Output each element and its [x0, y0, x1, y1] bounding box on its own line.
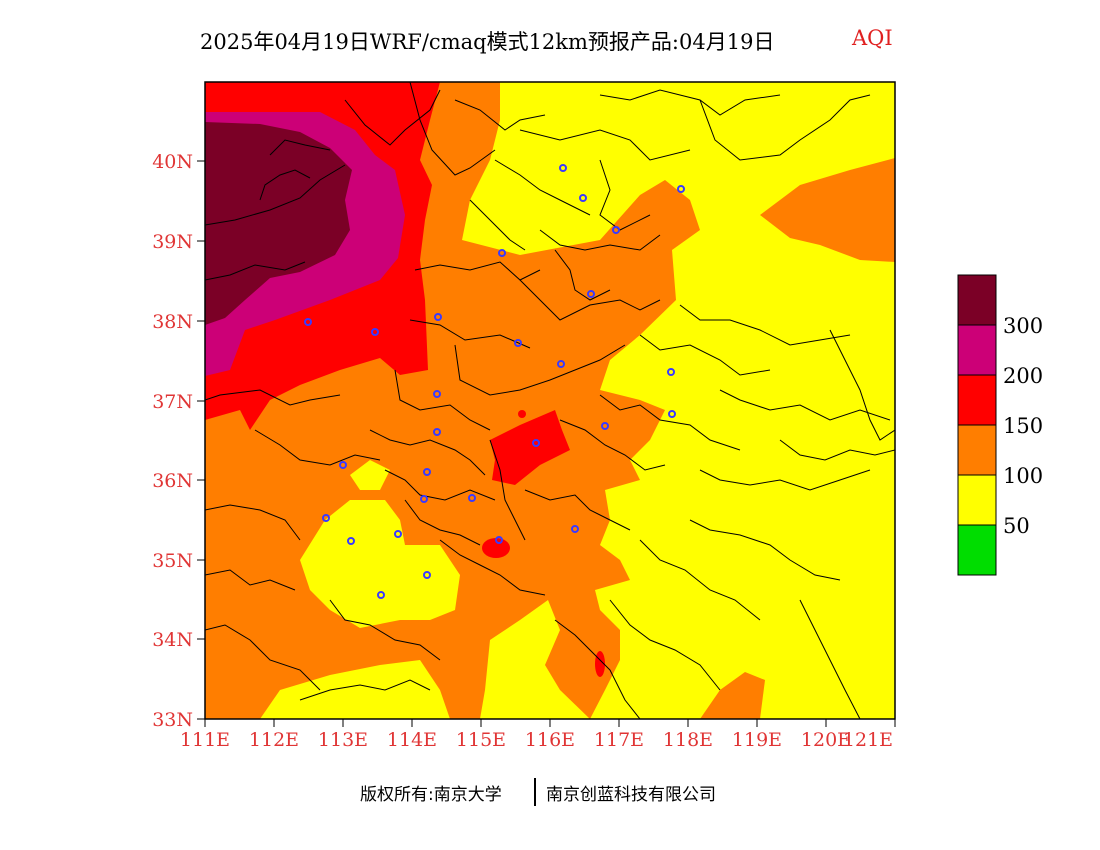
- station-marker: [587, 290, 595, 298]
- station-marker: [434, 313, 442, 321]
- station-marker: [677, 185, 685, 193]
- station-marker: [495, 536, 503, 544]
- aqi-region-300-plus: [205, 122, 352, 325]
- company-text: 南京创蓝科技有限公司: [546, 785, 716, 805]
- legend-label: 50: [1003, 514, 1030, 538]
- axis-ticks: [197, 160, 896, 727]
- y-tick-label: 35N: [152, 550, 193, 572]
- legend-swatch-300-plus: [957, 274, 997, 326]
- aqi-region-150-200: [482, 538, 510, 558]
- x-tick-label: 112E: [249, 729, 299, 751]
- station-marker: [571, 525, 579, 533]
- station-marker: [322, 514, 330, 522]
- legend-label: 100: [1003, 464, 1043, 488]
- station-marker: [339, 461, 347, 469]
- legend-swatch-200-300: [957, 324, 997, 376]
- y-tick-label: 34N: [152, 629, 193, 651]
- aqi-region-50-100: [300, 500, 460, 628]
- y-tick-label: 36N: [152, 470, 193, 492]
- legend-label: 300: [1003, 314, 1043, 338]
- station-marker: [433, 428, 441, 436]
- legend-label: 200: [1003, 364, 1043, 388]
- copyright-text: 版权所有:南京大学: [360, 785, 502, 805]
- x-tick-label: 116E: [525, 729, 575, 751]
- y-axis-labels: 40N 39N 38N 37N 36N 35N 34N 33N: [152, 151, 193, 731]
- station-marker: [377, 591, 385, 599]
- x-axis-labels: 111E 112E 113E 114E 115E 116E 117E 118E …: [180, 729, 893, 751]
- aqi-region-50-100: [260, 660, 450, 719]
- station-marker: [371, 328, 379, 336]
- y-tick-label: 33N: [152, 709, 193, 731]
- legend-swatch-150-200: [957, 374, 997, 426]
- y-tick-label: 37N: [152, 391, 193, 413]
- x-tick-label: 115E: [456, 729, 506, 751]
- station-marker: [514, 339, 522, 347]
- station-marker: [304, 318, 312, 326]
- station-marker: [420, 495, 428, 503]
- station-marker: [498, 249, 506, 257]
- station-marker: [347, 537, 355, 545]
- station-marker: [468, 494, 476, 502]
- aqi-region-100-150: [760, 158, 895, 262]
- x-tick-label: 120E: [801, 729, 851, 751]
- y-tick-label: 40N: [152, 151, 193, 173]
- station-marker: [532, 439, 540, 447]
- legend-swatch-50-100: [957, 474, 997, 526]
- station-marker: [612, 226, 620, 234]
- x-tick-label: 121E: [843, 729, 893, 751]
- x-tick-label: 118E: [663, 729, 713, 751]
- station-marker: [667, 368, 675, 376]
- station-marker: [557, 360, 565, 368]
- y-tick-label: 38N: [152, 311, 193, 333]
- station-markers: [304, 164, 685, 599]
- aqi-region-150-200: [490, 410, 570, 485]
- y-tick-label: 39N: [152, 231, 193, 253]
- legend-swatch-100-150: [957, 424, 997, 476]
- x-tick-label: 117E: [594, 729, 644, 751]
- aqi-field: [205, 82, 895, 719]
- aqi-region-50-100: [350, 460, 390, 490]
- station-marker: [579, 194, 587, 202]
- station-marker: [559, 164, 567, 172]
- station-marker: [423, 571, 431, 579]
- legend-label: 150: [1003, 414, 1043, 438]
- title-text: 2025年04月19日WRF/cmaq模式12km预报产品:04月19日: [200, 30, 775, 54]
- legend-swatch-0-50: [957, 524, 997, 576]
- station-marker: [423, 468, 431, 476]
- footer: 版权所有:南京大学 南京创蓝科技有限公司: [0, 778, 1100, 808]
- x-tick-label: 114E: [387, 729, 437, 751]
- aqi-region-150-200: [518, 410, 526, 418]
- aqi-region-50-100: [480, 600, 590, 719]
- boundary-lines: [205, 82, 895, 719]
- x-tick-label: 111E: [180, 729, 230, 751]
- footer-divider: [534, 778, 536, 806]
- x-tick-label: 119E: [732, 729, 782, 751]
- station-marker: [668, 410, 676, 418]
- station-marker: [601, 422, 609, 430]
- title-variable: AQI: [852, 26, 893, 50]
- color-legend: 300 200 150 100 50: [957, 274, 1043, 576]
- aqi-region-100-150: [700, 672, 765, 719]
- station-marker: [394, 530, 402, 538]
- x-tick-label: 113E: [318, 729, 368, 751]
- station-marker: [433, 390, 441, 398]
